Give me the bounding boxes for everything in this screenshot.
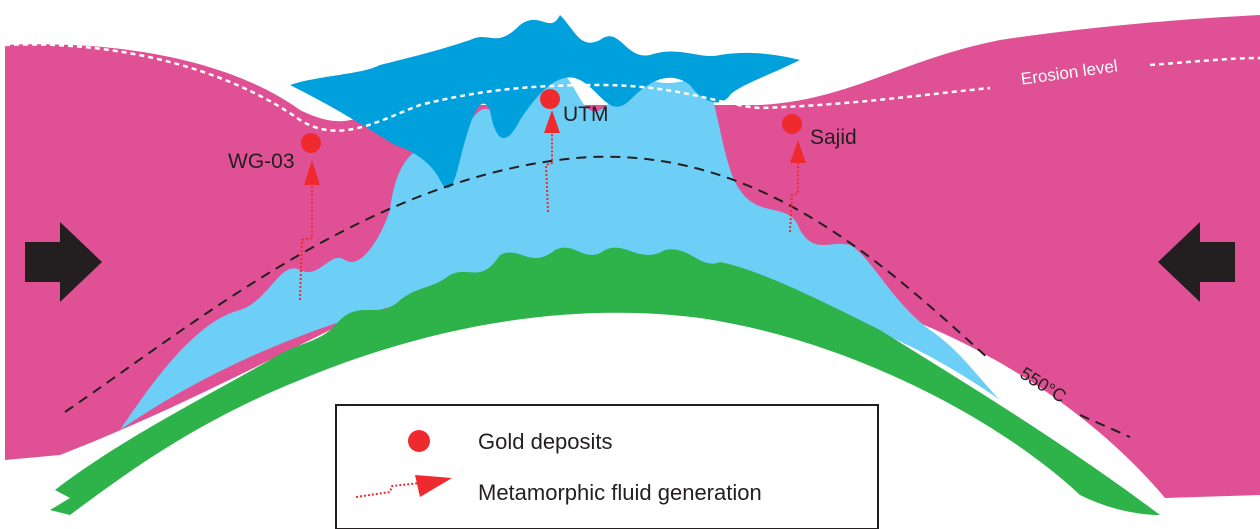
- migmatite: [120, 64, 1000, 430]
- legend-text: Gold deposits: [478, 429, 613, 454]
- legend-box: [335, 404, 879, 529]
- compression-arrow: [1158, 222, 1235, 302]
- legend-marker: [355, 482, 421, 498]
- deposit-label: WG-03: [228, 150, 295, 173]
- deposit-label: Sajid: [810, 126, 857, 149]
- gold-deposit: [782, 114, 802, 134]
- fluid-paths: [299, 130, 799, 301]
- erosion-level: [1149, 56, 1260, 67]
- fluid-heads: [304, 110, 806, 185]
- isotherm: [1079, 414, 1131, 438]
- legend-marker: [408, 430, 430, 452]
- compression-arrow: [25, 222, 102, 302]
- gold-deposit: [540, 89, 560, 109]
- gold-deposit: [301, 133, 321, 153]
- erosion-level: [4, 43, 991, 132]
- basement: [50, 247, 1160, 515]
- legend-text: Metamorphic fluid generation: [478, 480, 762, 505]
- upper-migmatite: [290, 15, 800, 189]
- legend-marker: [415, 475, 452, 497]
- isotherm: [64, 155, 991, 413]
- deposit-label: UTM: [563, 103, 609, 126]
